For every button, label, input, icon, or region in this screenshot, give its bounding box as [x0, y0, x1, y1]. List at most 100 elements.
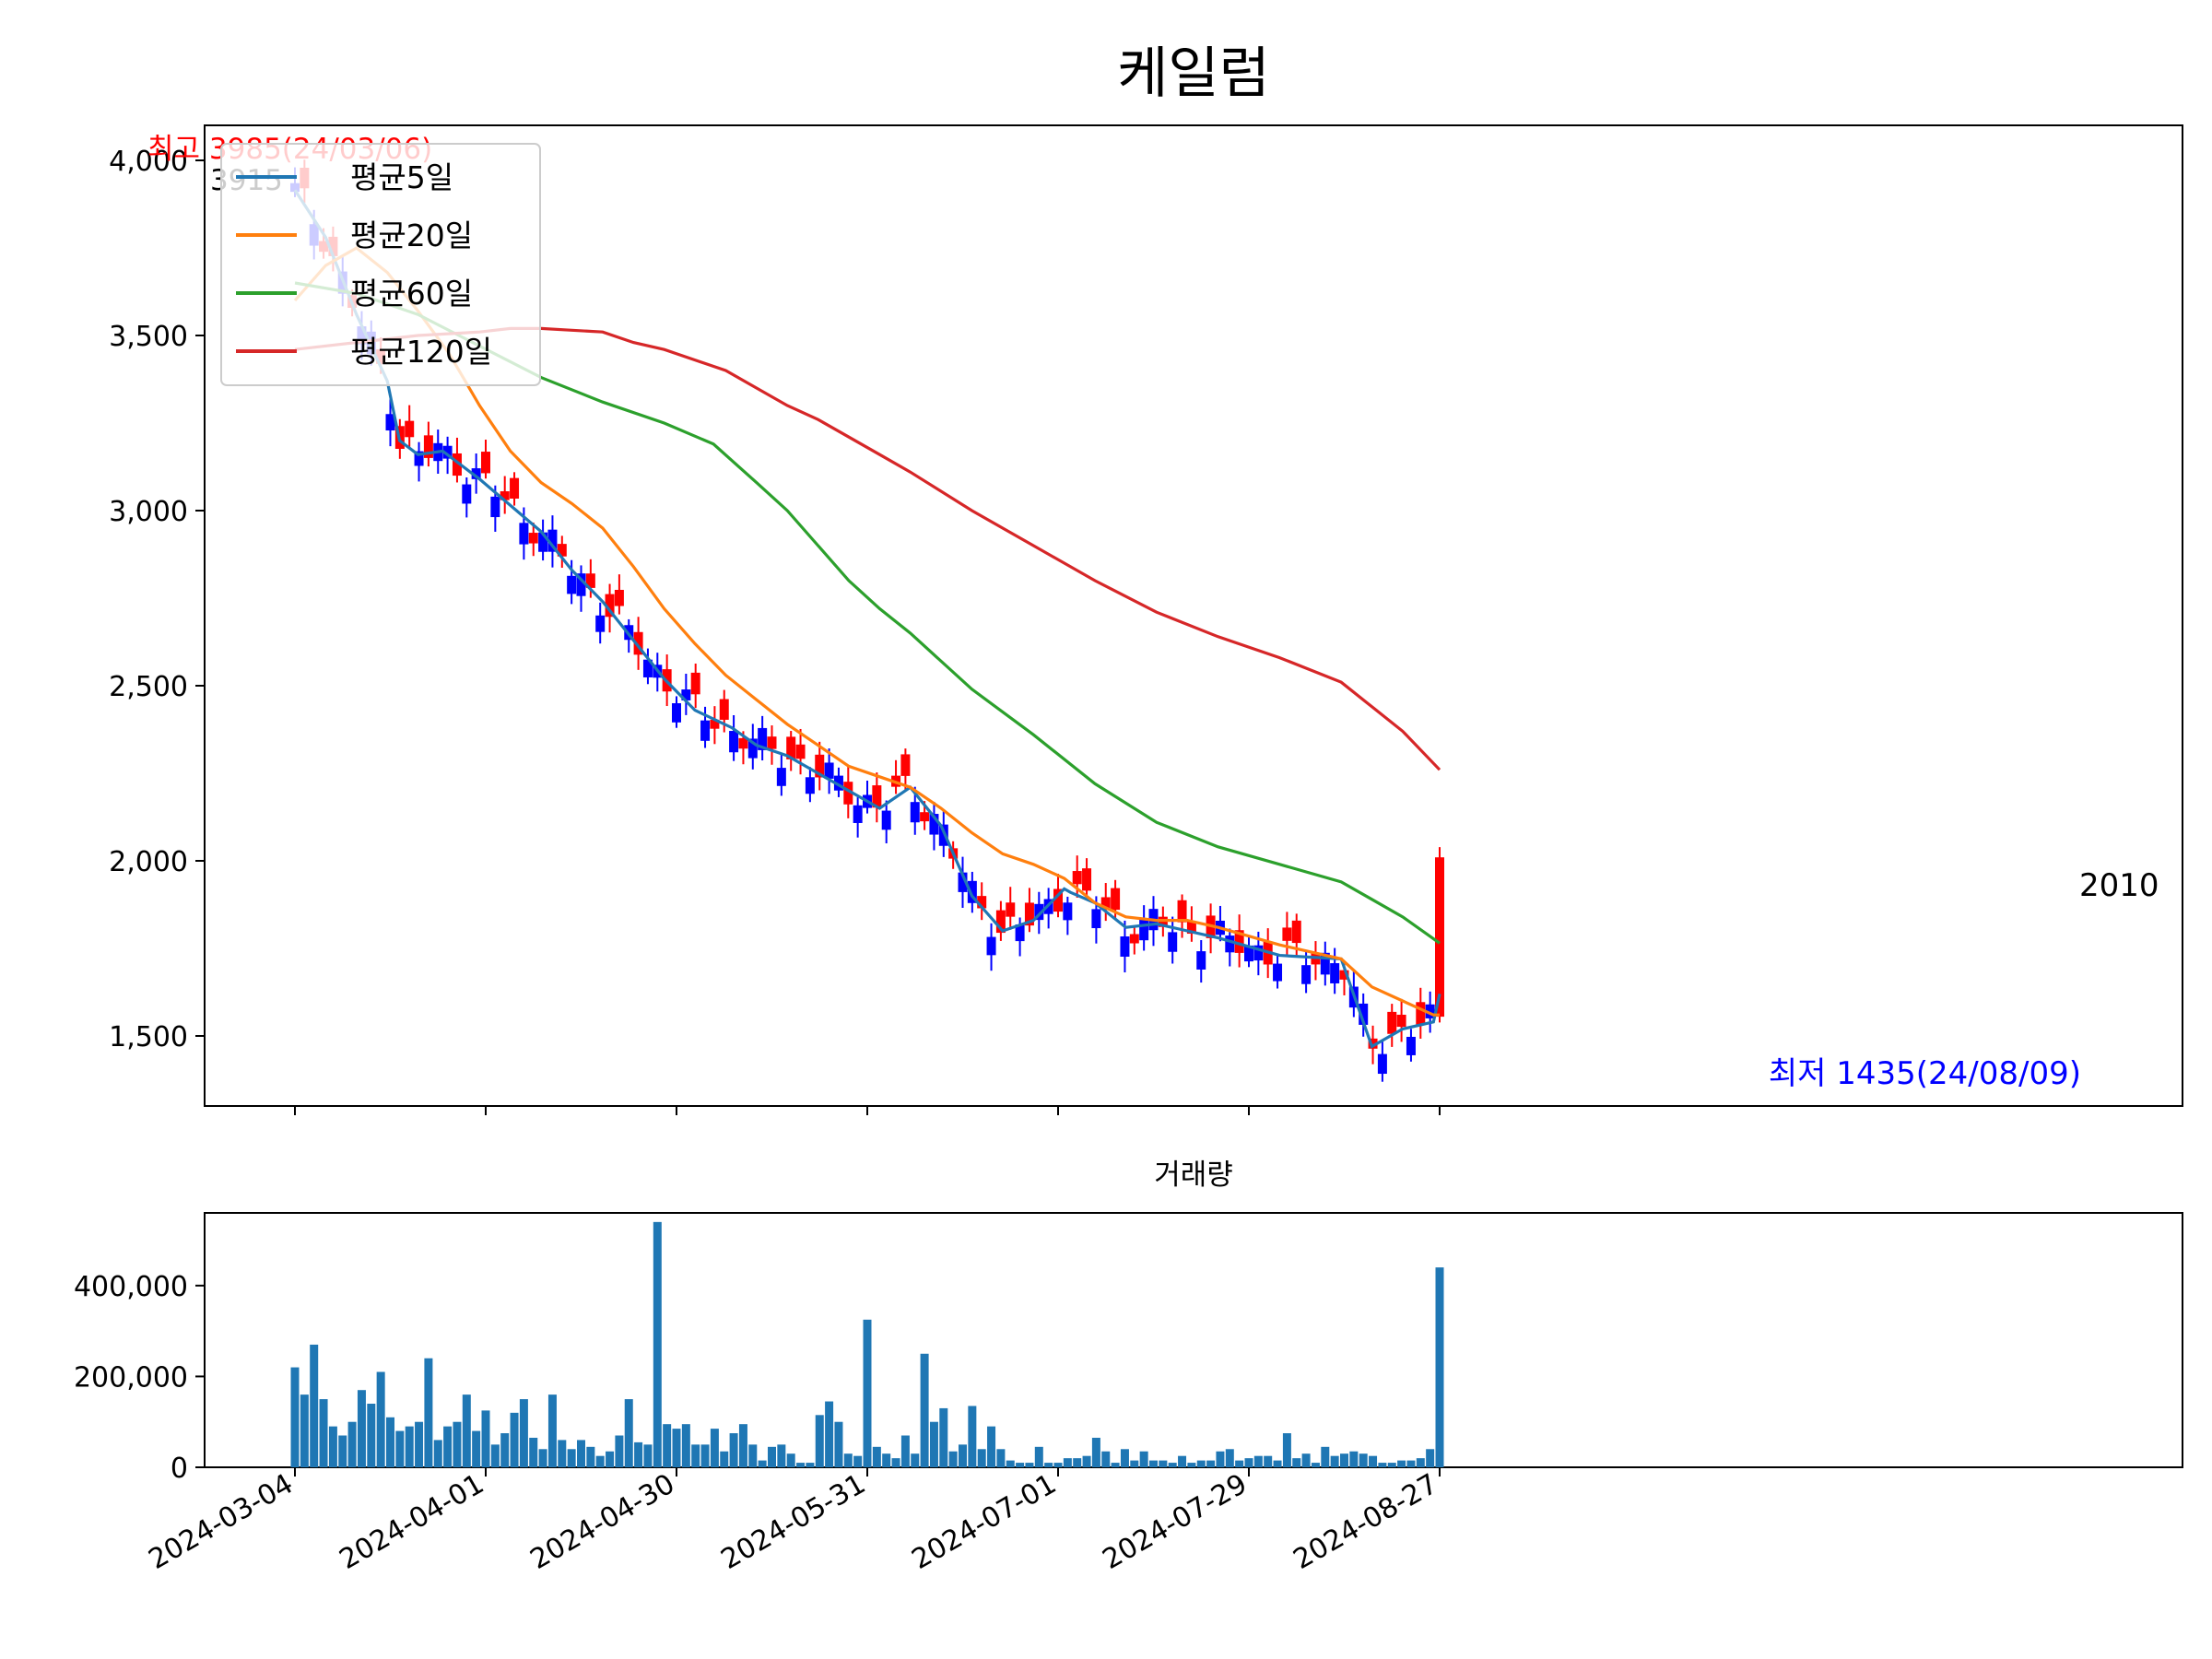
volume-bar: [1111, 1463, 1120, 1467]
legend-label-ma5: 평균5일: [350, 159, 453, 195]
candle-body: [1387, 1011, 1397, 1034]
candle-body: [633, 631, 643, 655]
candle-body: [490, 496, 500, 518]
volume-bar: [1387, 1463, 1396, 1467]
x-axis: 2024-03-04 2024-04-01 2024-04-30 2024-05-31…: [144, 1106, 1443, 1576]
volume-bar: [1130, 1460, 1139, 1467]
candle-body: [1129, 934, 1139, 944]
candle-body: [767, 736, 777, 749]
volume-bar: [777, 1444, 786, 1467]
volume-bar: [872, 1446, 881, 1467]
volume-bar: [1006, 1460, 1015, 1467]
volume-bar: [443, 1426, 453, 1467]
volume-bar: [624, 1399, 633, 1467]
candle-body: [929, 814, 939, 835]
volume-bar: [900, 1435, 910, 1467]
volume-bar: [1159, 1460, 1168, 1467]
volume-bar: [691, 1444, 700, 1467]
price-y-axis: 1,500 2,000 2,500 3,000 3,500 4,000: [109, 146, 205, 1053]
volume-bar: [1044, 1463, 1053, 1467]
volume-bar: [1273, 1460, 1282, 1467]
volume-bar: [547, 1394, 557, 1467]
volume-bar: [911, 1453, 920, 1467]
volume-bar: [319, 1399, 328, 1467]
volume-bar: [1378, 1463, 1387, 1467]
x-tick-label: 2024-07-29: [1098, 1468, 1253, 1576]
volume-y-tick-label: 0: [171, 1453, 188, 1485]
candle-body: [995, 910, 1006, 934]
volume-bar: [338, 1435, 347, 1467]
volume-bar: [1292, 1458, 1301, 1467]
candle-body: [481, 452, 490, 474]
volume-bar: [1416, 1458, 1425, 1467]
volume-plot-frame: [204, 1212, 2183, 1468]
volume-bar: [357, 1390, 366, 1467]
volume-bar: [519, 1399, 528, 1467]
volume-bar: [959, 1444, 967, 1467]
volume-bar: [815, 1415, 824, 1467]
volume-bars: [290, 1221, 1444, 1467]
volume-bar: [1340, 1453, 1348, 1467]
candle-body: [1273, 963, 1283, 982]
candle-body: [910, 802, 920, 823]
candle-body: [700, 720, 711, 741]
volume-bar: [796, 1463, 806, 1467]
candle-body: [881, 810, 891, 830]
volume-bar: [558, 1440, 567, 1467]
candle-body: [1339, 970, 1349, 980]
volume-bar: [882, 1453, 891, 1467]
volume-bar: [1349, 1451, 1359, 1467]
candle-body: [815, 754, 825, 778]
volume-bar: [481, 1410, 490, 1467]
candle-body: [719, 699, 729, 720]
volume-bar: [433, 1440, 442, 1467]
candle-body: [795, 744, 806, 759]
volume-bar: [1225, 1449, 1234, 1467]
candle-body: [1320, 952, 1330, 975]
volume-bar: [1149, 1460, 1158, 1467]
legend-box: [220, 143, 541, 386]
price-plot-frame: [204, 124, 2183, 1107]
candle-body: [1139, 919, 1149, 941]
volume-bar: [424, 1358, 433, 1467]
ma-line-0: [293, 189, 1441, 1049]
candle-body: [824, 762, 834, 779]
x-tick-label: 2024-04-01: [335, 1468, 489, 1576]
chart-title: 케일럼: [1117, 41, 1270, 106]
volume-bar: [1359, 1453, 1368, 1467]
candle-body: [1053, 888, 1063, 912]
volume-bar: [347, 1421, 357, 1467]
volume-bar: [1178, 1455, 1187, 1467]
candle-body: [747, 738, 758, 759]
candle-body: [538, 532, 548, 552]
x-tick-label: 2024-04-30: [525, 1468, 680, 1576]
volume-bar: [1435, 1267, 1444, 1467]
candle-body: [452, 453, 462, 477]
candle-body: [1425, 1004, 1435, 1018]
candle-body: [967, 880, 977, 903]
candle-body: [385, 414, 395, 431]
volume-bar: [681, 1424, 690, 1467]
candle-body: [690, 672, 700, 695]
volume-bar: [1206, 1460, 1216, 1467]
price-y-tick-label: 4,000: [109, 146, 188, 178]
volume-bar: [1282, 1433, 1291, 1467]
volume-bar: [920, 1353, 929, 1467]
candle-body: [920, 812, 930, 822]
candle-body: [528, 533, 538, 544]
candle-body: [1225, 935, 1235, 953]
candle-body: [938, 824, 948, 846]
candle-body: [986, 936, 996, 956]
x-tick-label: 2024-03-04: [144, 1468, 299, 1576]
volume-bar: [1397, 1460, 1406, 1467]
volume-bar: [834, 1421, 843, 1467]
candle-body: [805, 777, 815, 794]
candle-body: [1158, 916, 1168, 927]
legend-label-ma20: 평균20일: [350, 218, 473, 253]
volume-bar: [700, 1444, 710, 1467]
candle-body: [1359, 1003, 1369, 1025]
candle-body: [786, 736, 796, 759]
candle-body: [672, 702, 681, 723]
candle-body: [500, 491, 510, 500]
